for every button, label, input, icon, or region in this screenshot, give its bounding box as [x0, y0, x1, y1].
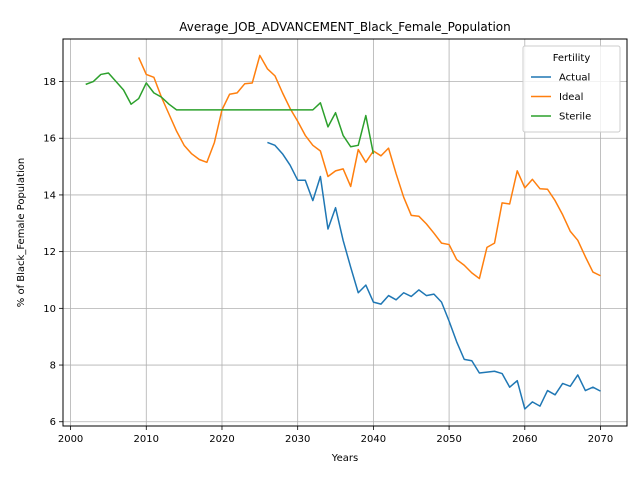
y-tick-label: 6	[50, 417, 56, 428]
y-tick-label: 12	[43, 247, 56, 258]
x-tick-label: 2050	[436, 434, 461, 445]
y-tick-label: 14	[43, 190, 56, 201]
plot-lines	[85, 54, 601, 410]
series-line-ideal	[138, 54, 601, 280]
y-tick-label: 8	[50, 361, 56, 372]
axes-frame	[62, 38, 628, 427]
y-tick-label: 18	[43, 77, 56, 88]
y-axis-label: % of Black_Female Population	[16, 158, 27, 307]
x-tick-label: 2000	[58, 434, 83, 445]
x-tick-label: 2020	[209, 434, 234, 445]
x-tick-label: 2060	[512, 434, 537, 445]
legend-box	[522, 45, 621, 133]
series-line-sterile	[85, 72, 375, 154]
chart-title: Average_JOB_ADVANCEMENT_Black_Female_Pop…	[179, 20, 510, 34]
legend-label-ideal: Ideal	[559, 92, 583, 103]
legend-label-sterile: Sterile	[559, 112, 591, 123]
legend: Fertility Actual Ideal Sterile	[522, 45, 621, 133]
x-axis-label: Years	[331, 453, 358, 464]
y-tick-label: 10	[43, 304, 56, 315]
series-line-actual	[267, 141, 601, 410]
x-tick-label: 2030	[285, 434, 310, 445]
y-tick-label: 16	[43, 134, 56, 145]
x-tick-label: 2070	[588, 434, 613, 445]
axis-ticks: 2000 2010 2020 2030 2040 2050 2060 2070 6 8 10 12 14…	[43, 77, 613, 445]
legend-title: Fertility	[553, 53, 591, 64]
legend-label-actual: Actual	[559, 73, 590, 84]
x-tick-label: 2010	[134, 434, 159, 445]
x-tick-label: 2040	[361, 434, 386, 445]
